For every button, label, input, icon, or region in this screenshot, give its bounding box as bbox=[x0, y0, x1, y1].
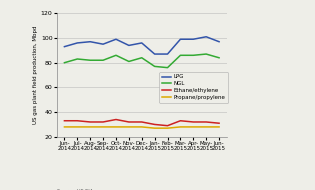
NGL bbox=[217, 57, 221, 59]
Propane/propylene bbox=[127, 126, 131, 128]
Y-axis label: US gas plant field production, Mbpd: US gas plant field production, Mbpd bbox=[33, 26, 38, 124]
Propane/propylene bbox=[63, 126, 66, 128]
Propane/propylene bbox=[192, 126, 195, 128]
Propane/propylene bbox=[114, 126, 118, 128]
Propane/propylene bbox=[179, 126, 182, 128]
LPG bbox=[166, 53, 169, 55]
NGL bbox=[179, 54, 182, 56]
Ethane/ethylene bbox=[101, 121, 105, 123]
NGL bbox=[101, 59, 105, 61]
NGL bbox=[127, 60, 131, 63]
Line: Propane/propylene: Propane/propylene bbox=[65, 127, 219, 128]
Ethane/ethylene bbox=[140, 121, 144, 123]
NGL bbox=[63, 62, 66, 64]
Propane/propylene bbox=[88, 126, 92, 128]
NGL bbox=[166, 66, 169, 69]
Ethane/ethylene bbox=[179, 120, 182, 122]
Ethane/ethylene bbox=[75, 120, 79, 122]
Line: NGL: NGL bbox=[65, 54, 219, 68]
Ethane/ethylene bbox=[127, 121, 131, 123]
Propane/propylene bbox=[204, 126, 208, 128]
Propane/propylene bbox=[166, 127, 169, 129]
Ethane/ethylene bbox=[88, 121, 92, 123]
LPG bbox=[75, 42, 79, 44]
Propane/propylene bbox=[153, 127, 157, 129]
LPG bbox=[63, 45, 66, 48]
Ethane/ethylene bbox=[204, 121, 208, 123]
LPG bbox=[114, 38, 118, 40]
NGL bbox=[153, 65, 157, 67]
Ethane/ethylene bbox=[63, 120, 66, 122]
Propane/propylene bbox=[140, 126, 144, 128]
NGL bbox=[88, 59, 92, 61]
LPG bbox=[192, 38, 195, 40]
Text: Source: US EIA: Source: US EIA bbox=[57, 189, 93, 190]
Propane/propylene bbox=[217, 126, 221, 128]
NGL bbox=[204, 53, 208, 55]
Ethane/ethylene bbox=[192, 121, 195, 123]
Ethane/ethylene bbox=[217, 122, 221, 124]
LPG bbox=[88, 40, 92, 43]
Line: Ethane/ethylene: Ethane/ethylene bbox=[65, 120, 219, 126]
Ethane/ethylene bbox=[153, 123, 157, 126]
Legend: LPG, NGL, Ethane/ethylene, Propane/propylene: LPG, NGL, Ethane/ethylene, Propane/propy… bbox=[159, 72, 228, 103]
NGL bbox=[75, 58, 79, 60]
NGL bbox=[140, 57, 144, 59]
LPG bbox=[179, 38, 182, 40]
NGL bbox=[114, 54, 118, 56]
Line: LPG: LPG bbox=[65, 37, 219, 54]
LPG bbox=[153, 53, 157, 55]
LPG bbox=[140, 42, 144, 44]
Propane/propylene bbox=[101, 126, 105, 128]
LPG bbox=[127, 44, 131, 47]
NGL bbox=[192, 54, 195, 56]
LPG bbox=[204, 36, 208, 38]
LPG bbox=[101, 43, 105, 45]
Propane/propylene bbox=[75, 126, 79, 128]
Ethane/ethylene bbox=[114, 118, 118, 121]
Ethane/ethylene bbox=[166, 125, 169, 127]
LPG bbox=[217, 40, 221, 43]
